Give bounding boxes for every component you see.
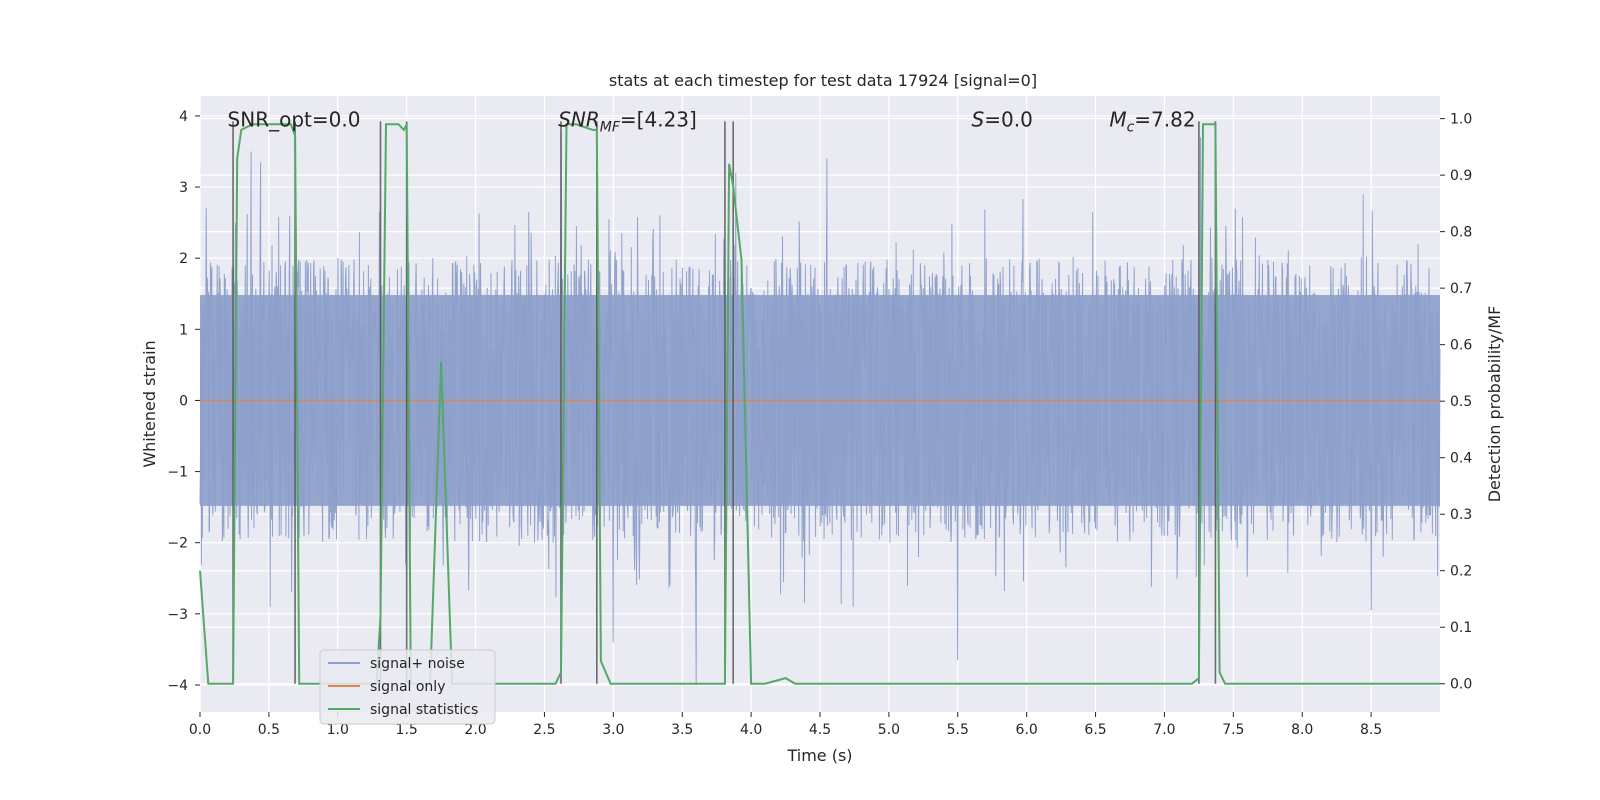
series-signal-statistics xyxy=(199,123,1440,685)
y2-tick-label: 0.6 xyxy=(1450,338,1472,354)
x-tick-label: 4.0 xyxy=(740,722,762,738)
y2-tick-label: 0.9 xyxy=(1450,168,1472,184)
x-axis-label: Time (s) xyxy=(786,746,852,765)
x-tick-label: 0.5 xyxy=(258,722,280,738)
signal-statistics-line xyxy=(199,123,1440,685)
annotation: Mc=7.82 xyxy=(1109,108,1195,136)
x-tick-label: 7.5 xyxy=(1222,722,1244,738)
y2-tick-label: 0.5 xyxy=(1450,394,1472,410)
y-axis-label: Whitened strain xyxy=(140,340,159,467)
y-tick-label: 2 xyxy=(179,251,188,267)
legend-label-signal-statistics: signal statistics xyxy=(370,702,478,718)
x-tick-label: 6.0 xyxy=(1016,722,1038,738)
y2-tick-label: 0.2 xyxy=(1450,564,1472,580)
y2-tick-label: 1.0 xyxy=(1450,112,1472,128)
y-tick-label: −2 xyxy=(167,536,188,552)
x-tick-label: 5.5 xyxy=(947,722,969,738)
x-tick-label: 5.0 xyxy=(878,722,900,738)
y2-tick-label: 0.8 xyxy=(1450,225,1472,241)
y2-tick-label: 0.0 xyxy=(1450,677,1472,693)
y-tick-label: 3 xyxy=(179,180,188,196)
annotations: SNR_opt=0.0 SNRMF=[4.23] S=0.0 Mc=7.82 xyxy=(228,108,1196,136)
x-tick-label: 6.5 xyxy=(1084,722,1106,738)
y-tick-label: −3 xyxy=(167,607,188,623)
x-tick-label: 8.5 xyxy=(1360,722,1382,738)
annotation: SNRMF=[4.23] xyxy=(558,108,697,136)
x-tick-label: 1.5 xyxy=(396,722,418,738)
y2-tick-label: 0.3 xyxy=(1450,507,1472,523)
y-axis-ticks: 4 3 2 1 0 −1 −2 −3 −4 xyxy=(167,109,200,694)
y-tick-label: 4 xyxy=(179,109,188,125)
x-tick-label: 1.0 xyxy=(327,722,349,738)
y2-tick-label: 0.4 xyxy=(1450,451,1472,467)
annotation: SNR_opt=0.0 xyxy=(228,108,361,132)
y2-axis-ticks: 1.0 0.9 0.8 0.7 0.6 0.5 0.4 0.3 0.2 0.1 0.0 xyxy=(1440,112,1472,693)
x-tick-label: 7.0 xyxy=(1153,722,1175,738)
y-tick-label: −1 xyxy=(167,465,188,481)
legend-box xyxy=(319,649,496,725)
y2-tick-label: 0.7 xyxy=(1450,281,1472,297)
y2-tick-label: 0.1 xyxy=(1450,620,1472,636)
legend-label-signal-noise: signal+ noise xyxy=(370,656,465,672)
legend-label-signal-only: signal only xyxy=(370,679,445,695)
y-tick-label: 1 xyxy=(179,322,188,338)
x-tick-label: 3.0 xyxy=(602,722,624,738)
x-tick-label: 2.5 xyxy=(533,722,555,738)
chart-title: stats at each timestep for test data 179… xyxy=(609,71,1037,90)
y-tick-label: −4 xyxy=(167,678,188,694)
x-tick-label: 8.0 xyxy=(1291,722,1313,738)
annotation: S=0.0 xyxy=(972,108,1033,132)
x-tick-label: 4.5 xyxy=(809,722,831,738)
y2-axis-label: Detection probability/MF xyxy=(1485,306,1504,503)
x-tick-label: 2.0 xyxy=(464,722,486,738)
x-axis-ticks: 0.0 0.5 1.0 1.5 2.0 2.5 3.0 3.5 4.0 4.5 5.0 5.5 6.0 6… xyxy=(189,712,1382,738)
legend: signal+ noise signal only signal statist… xyxy=(319,649,496,725)
x-tick-label: 3.5 xyxy=(671,722,693,738)
y-tick-label: 0 xyxy=(179,393,188,409)
x-tick-label: 0.0 xyxy=(189,722,211,738)
